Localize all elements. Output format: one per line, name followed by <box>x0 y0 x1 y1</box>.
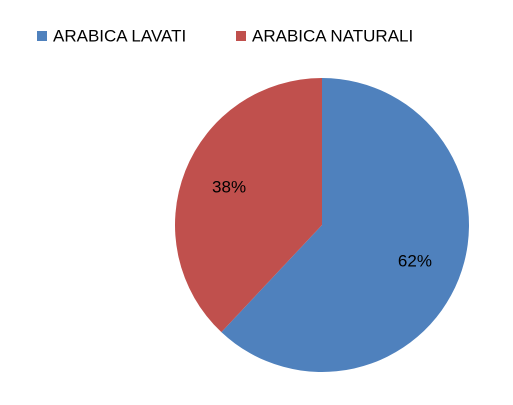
pie-slice <box>175 78 322 333</box>
data-label: 38% <box>212 178 246 197</box>
pie-slice <box>221 78 470 372</box>
legend-label: ARABICA NATURALI <box>252 26 413 45</box>
legend-label: ARABICA LAVATI <box>53 26 186 45</box>
legend-swatch <box>236 31 246 41</box>
legend-swatch <box>37 31 47 41</box>
data-label: 62% <box>398 251 432 270</box>
